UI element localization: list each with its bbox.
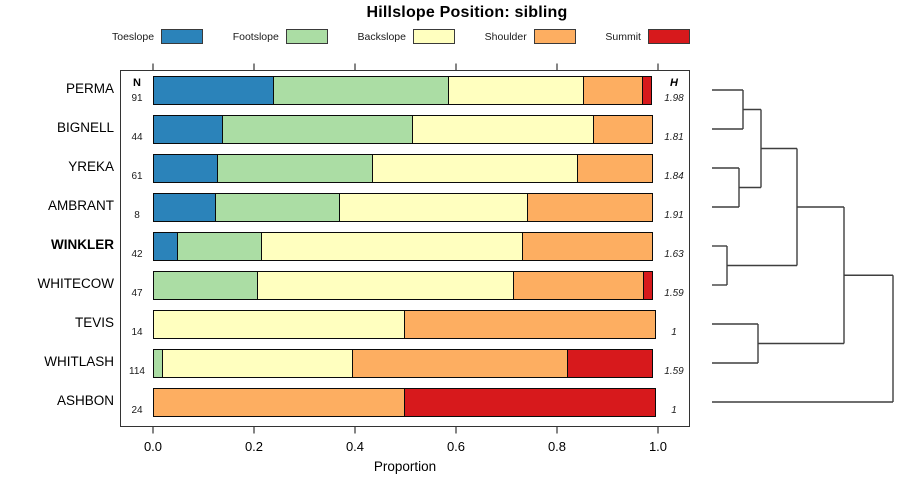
n-value: 114 xyxy=(129,366,145,377)
row-label-tevis: TEVIS xyxy=(74,315,114,330)
h-value: 1.81 xyxy=(664,132,684,143)
n-value: 8 xyxy=(134,210,140,221)
h-value: 1.84 xyxy=(664,171,684,182)
row-label-whitlash: WHITLASH xyxy=(44,354,114,369)
bar-segment-summit xyxy=(567,348,654,378)
row-label-whitecow: WHITECOW xyxy=(37,276,115,291)
bar-segment-shoulder xyxy=(153,387,406,417)
h-value: 1.59 xyxy=(664,288,684,299)
bar-segment-backslope xyxy=(412,114,595,144)
stacked-bar-winkler xyxy=(153,231,654,261)
bar-segment-summit xyxy=(403,387,657,417)
n-column-header: N xyxy=(133,77,141,89)
bar-segment-toeslope xyxy=(153,231,179,261)
x-tick-label: 0.8 xyxy=(547,439,567,454)
bar-segment-shoulder xyxy=(513,270,645,300)
bar-segment-toeslope xyxy=(153,75,275,105)
h-value: 1.63 xyxy=(664,249,684,260)
bar-segment-shoulder xyxy=(582,75,644,105)
bar-segment-shoulder xyxy=(577,153,654,183)
legend-label: Backslope xyxy=(357,30,406,43)
n-value: 24 xyxy=(131,405,143,416)
bar-segment-footslope xyxy=(222,114,414,144)
legend-swatch-summit xyxy=(647,29,690,44)
h-value: 1.91 xyxy=(664,210,684,221)
stacked-bar-bignell xyxy=(153,114,654,144)
bar-segment-backslope xyxy=(260,231,524,261)
legend: Toeslope Footslope Backslope Shoulder Summit xyxy=(112,28,690,45)
h-value: 1 xyxy=(671,327,677,338)
legend-label: Toeslope xyxy=(112,30,155,43)
bar-segment-toeslope xyxy=(153,192,217,222)
x-tick-label: 0.6 xyxy=(446,439,466,454)
x-tick-label: 0.2 xyxy=(244,439,264,454)
bar-segment-shoulder xyxy=(403,309,657,339)
stacked-bar-perma xyxy=(153,75,652,105)
n-value: 14 xyxy=(131,327,143,338)
h-value: 1.98 xyxy=(664,93,684,104)
bar-segment-footslope xyxy=(217,153,374,183)
row-label-ashbon: ASHBON xyxy=(56,393,114,408)
n-value: 47 xyxy=(131,288,143,299)
bar-segment-summit xyxy=(641,75,652,105)
bar-segment-shoulder xyxy=(351,348,569,378)
n-value: 42 xyxy=(131,249,143,260)
bar-segment-backslope xyxy=(257,270,515,300)
legend-swatch-backslope xyxy=(412,29,455,44)
n-value: 44 xyxy=(131,132,143,143)
n-value: 61 xyxy=(131,171,143,182)
stacked-bar-whitecow xyxy=(153,270,654,300)
n-value: 91 xyxy=(131,93,143,104)
legend-label: Summit xyxy=(605,30,641,43)
x-tick-label: 1.0 xyxy=(648,439,668,454)
bar-segment-footslope xyxy=(272,75,450,105)
bar-segment-shoulder xyxy=(526,192,654,222)
bar-segment-backslope xyxy=(447,75,585,105)
bar-segment-toeslope xyxy=(153,114,224,144)
legend-item-summit: Summit xyxy=(605,29,690,44)
h-value: 1 xyxy=(671,405,677,416)
bar-segment-shoulder xyxy=(592,114,654,144)
legend-label: Shoulder xyxy=(484,30,527,43)
stacked-bar-ambrant xyxy=(153,192,654,222)
row-label-perma: PERMA xyxy=(65,81,114,96)
stacked-bar-yreka xyxy=(153,153,654,183)
legend-swatch-toeslope xyxy=(161,29,204,44)
plot-frame xyxy=(120,70,690,427)
h-value: 1.59 xyxy=(664,366,684,377)
stacked-bar-ashbon xyxy=(153,387,657,417)
legend-item-shoulder: Shoulder xyxy=(485,29,576,44)
legend-item-footslope: Footslope xyxy=(233,29,328,44)
legend-swatch-shoulder xyxy=(533,29,576,44)
row-label-bignell: BIGNELL xyxy=(56,120,114,135)
legend-label: Footslope xyxy=(232,30,279,43)
bar-segment-footslope xyxy=(214,192,341,222)
row-label-winkler: WINKLER xyxy=(51,237,114,252)
bar-segment-backslope xyxy=(153,309,406,339)
bar-segment-toeslope xyxy=(153,153,219,183)
h-column-header: H xyxy=(670,77,678,89)
legend-swatch-footslope xyxy=(285,29,328,44)
x-tick-label: 0.4 xyxy=(345,439,365,454)
bar-segment-footslope xyxy=(176,231,263,261)
bar-segment-summit xyxy=(643,270,654,300)
bar-segment-backslope xyxy=(372,153,580,183)
legend-item-toeslope: Toeslope xyxy=(112,29,204,44)
row-label-ambrant: AMBRANT xyxy=(47,198,114,213)
x-tick-label: 0.0 xyxy=(143,439,163,454)
bar-segment-backslope xyxy=(339,192,529,222)
bar-segment-shoulder xyxy=(521,231,654,261)
bar-segment-backslope xyxy=(161,348,354,378)
chart-title: Hillslope Position: sibling xyxy=(366,4,568,21)
x-axis-label: Proportion xyxy=(373,459,437,474)
legend-item-backslope: Backslope xyxy=(358,29,455,44)
bar-segment-footslope xyxy=(153,270,260,300)
stacked-bar-tevis xyxy=(153,309,657,339)
row-label-yreka: YREKA xyxy=(68,159,114,174)
stacked-bar-whitlash xyxy=(153,348,654,378)
